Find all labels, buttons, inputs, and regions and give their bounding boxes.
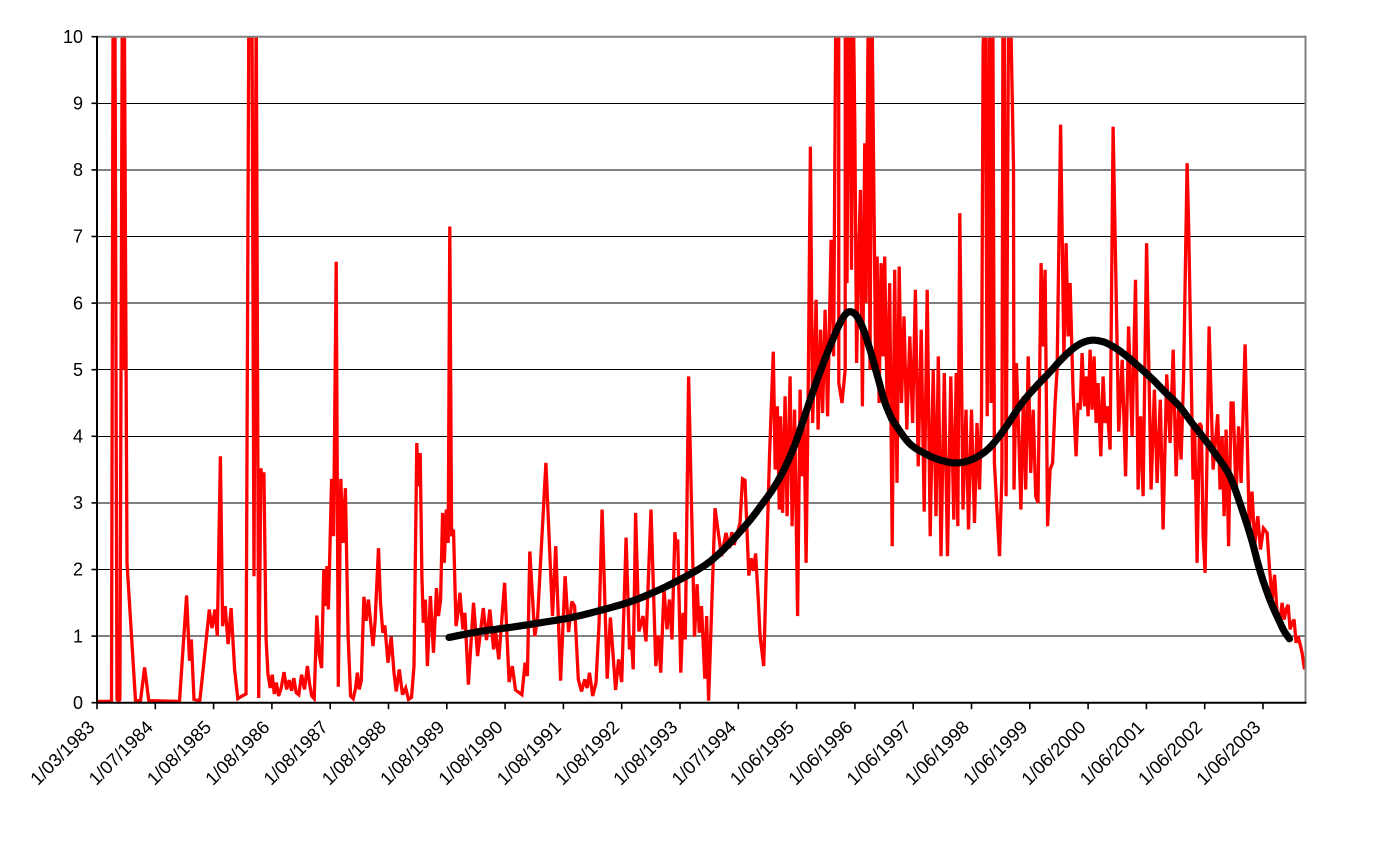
svg-text:4: 4 xyxy=(73,427,83,447)
svg-text:7: 7 xyxy=(73,227,83,247)
svg-text:9: 9 xyxy=(73,94,83,114)
svg-text:3: 3 xyxy=(73,493,83,513)
svg-text:10: 10 xyxy=(63,27,83,47)
svg-text:6: 6 xyxy=(73,293,83,313)
svg-text:5: 5 xyxy=(73,360,83,380)
svg-text:2: 2 xyxy=(73,560,83,580)
svg-text:8: 8 xyxy=(73,160,83,180)
svg-text:0: 0 xyxy=(73,693,83,713)
svg-text:1: 1 xyxy=(73,626,83,646)
